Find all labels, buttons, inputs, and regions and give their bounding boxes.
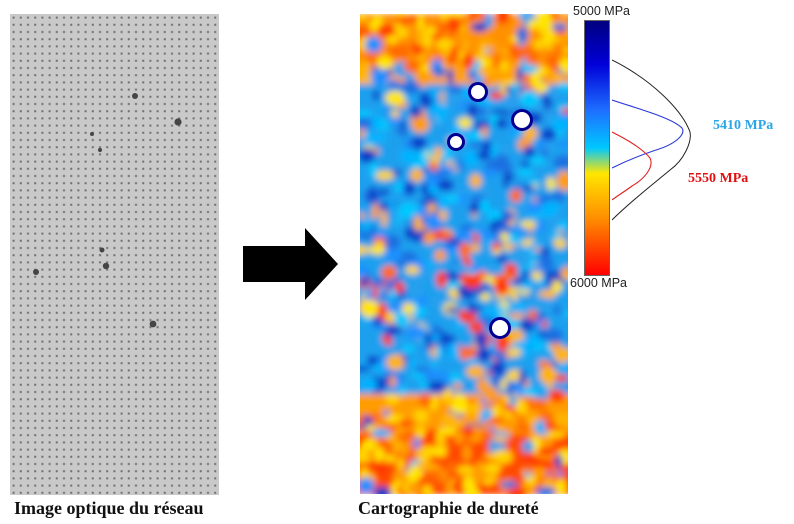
distribution-curves [612,59,691,221]
hardness-map-caption: Cartographie de dureté [358,498,539,518]
blue-peak-label: 5410 MPa [713,118,774,133]
red-distribution-curve [612,131,652,201]
blue-distribution-curve [612,99,684,169]
total-distribution-curve [612,59,691,221]
optical-image-caption: Image optique du réseau [14,498,204,518]
hardness-map [360,14,568,494]
scale-bottom-label: 6000 MPa [570,276,627,290]
right-arrow-icon [243,228,338,300]
scale-top-label: 5000 MPa [573,4,630,18]
optical-grid-image [10,14,219,495]
color-scale-bar [584,20,610,276]
red-peak-label: 5550 MPa [688,171,749,186]
